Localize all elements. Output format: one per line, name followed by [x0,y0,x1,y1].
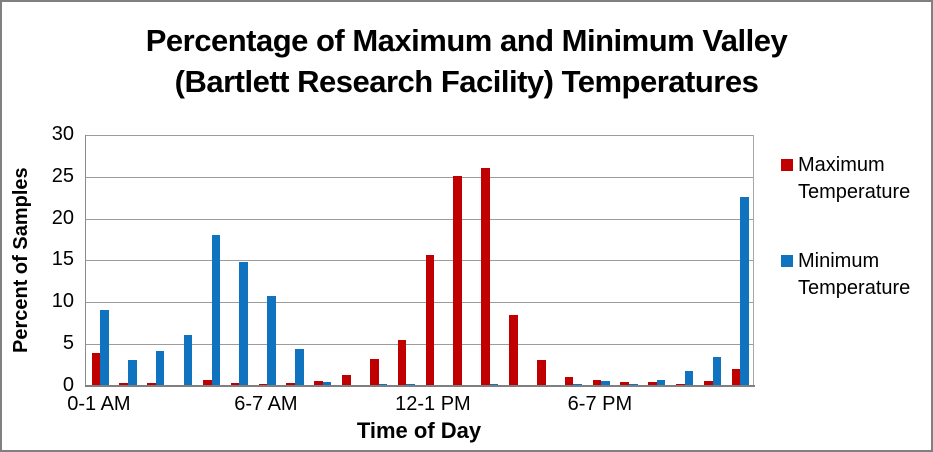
bar-minimum-temperature-hour-22 [712,357,722,386]
y-tick-label-25: 25 [51,164,74,187]
gridline-5 [85,343,753,345]
bar-maximum-temperature-hour-15 [509,315,518,386]
bar-minimum-temperature-hour-5 [239,261,248,386]
bar-maximum-temperature-hour-17 [564,377,574,386]
x-axis-title: Time of Day [356,418,482,443]
plot-right-border [753,135,754,386]
y-tick-label-30: 30 [51,123,74,146]
bar-minimum-temperature-hour-0 [100,309,109,386]
x-tick-label-12: 12-1 PM [395,393,471,415]
bar-maximum-temperature-hour-21 [676,383,685,386]
bar-maximum-temperature-hour-18 [592,380,602,386]
bar-maximum-temperature-hour-20 [648,382,657,386]
legend-swatch-minimum-icon [781,255,793,267]
x-tick-label-0: 0-1 AM [67,393,131,415]
legend: Maximum Temperature Minimum Temperature [781,152,931,344]
bar-maximum-temperature-hour-0 [91,352,101,386]
bar-maximum-temperature-hour-13 [453,175,463,386]
bar-minimum-temperature-hour-2 [155,351,165,386]
legend-entry-maximum-temperature: Maximum Temperature [781,152,931,206]
bar-minimum-temperature-hour-11 [406,383,415,386]
bar-maximum-temperature-hour-6 [258,383,268,386]
x-tick-label-6: 6-7 AM [234,393,298,415]
bar-maximum-temperature-hour-8 [314,381,323,386]
bar-minimum-temperature-hour-20 [656,380,666,386]
gridline-30 [85,135,753,136]
bar-maximum-temperature-hour-10 [369,358,379,386]
bar-minimum-temperature-hour-19 [629,384,638,386]
y-tick-label-5: 5 [62,331,74,354]
bar-maximum-temperature-hour-22 [703,381,713,386]
legend-label-minimum: Minimum Temperature [798,250,911,299]
bar-minimum-temperature-hour-17 [573,384,582,386]
bar-maximum-temperature-hour-9 [342,375,351,386]
y-tick-label-10: 10 [51,290,74,313]
legend-entry-minimum-temperature: Minimum Temperature [781,248,931,302]
bar-maximum-temperature-hour-16 [536,360,546,386]
bar-maximum-temperature-hour-5 [230,382,240,386]
y-tick-label-15: 15 [51,248,74,271]
bar-minimum-temperature-hour-21 [684,371,694,386]
bar-maximum-temperature-hour-19 [620,381,630,386]
bar-maximum-temperature-hour-4 [202,379,212,386]
bar-minimum-temperature-hour-4 [211,235,221,386]
chart-title: Percentage of Maximum and Minimum Valley… [2,20,931,102]
bar-minimum-temperature-hour-10 [378,384,388,386]
x-tick-label-18: 6-7 PM [567,393,633,415]
gridline-25 [85,176,753,178]
bar-maximum-temperature-hour-11 [397,340,407,386]
gridline-10 [85,302,753,303]
bar-minimum-temperature-hour-18 [601,381,610,386]
bar-minimum-temperature-hour-8 [322,382,332,386]
bar-maximum-temperature-hour-7 [286,382,296,386]
bar-maximum-temperature-hour-23 [731,368,741,386]
bar-minimum-temperature-hour-23 [740,196,749,386]
bar-maximum-temperature-hour-14 [481,168,490,386]
x-axis-line [85,385,755,387]
bar-maximum-temperature-hour-12 [425,255,435,386]
bar-minimum-temperature-hour-7 [295,348,304,386]
legend-swatch-maximum-icon [781,159,793,171]
bar-minimum-temperature-hour-3 [183,335,193,386]
bar-maximum-temperature-hour-2 [147,382,156,386]
bar-minimum-temperature-hour-6 [267,296,276,386]
chart-title-line-2: (Bartlett Research Facility) Temperature… [174,64,759,99]
gridline-20 [85,218,753,220]
bar-maximum-temperature-hour-1 [119,382,129,386]
gridline-15 [85,260,753,262]
bar-minimum-temperature-hour-1 [128,360,137,386]
y-axis-line [85,135,86,386]
y-tick-label-0: 0 [62,373,74,396]
y-tick-label-20: 20 [51,206,74,229]
bar-minimum-temperature-hour-14 [489,384,499,386]
legend-label-maximum: Maximum Temperature [798,154,911,203]
chart-title-line-1: Percentage of Maximum and Minimum Valley [145,23,788,58]
